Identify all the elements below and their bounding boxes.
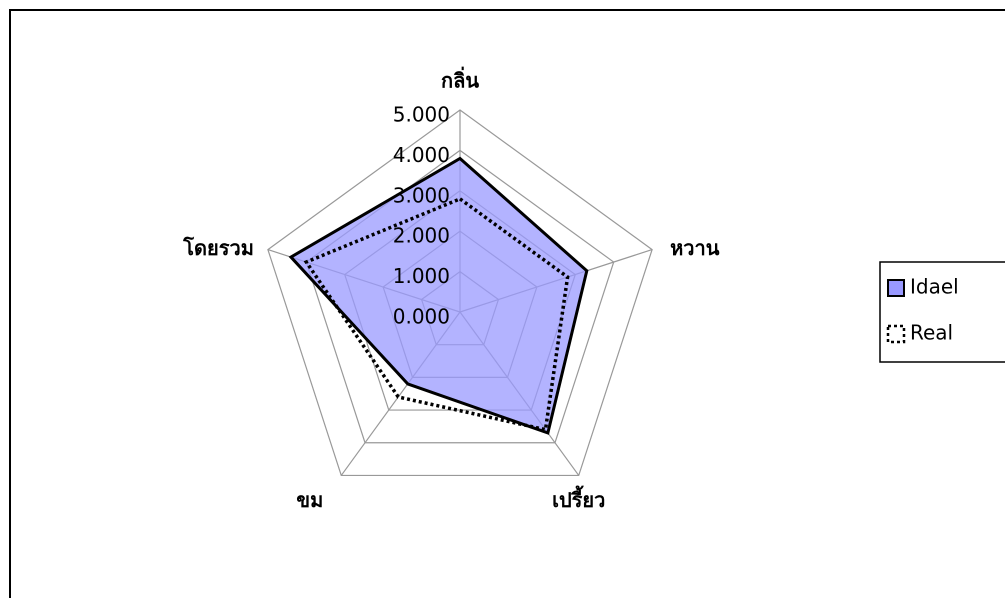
tick-label: 5.000 — [393, 103, 450, 127]
category-label: ขม — [296, 488, 323, 512]
legend-label: Real — [910, 321, 953, 345]
legend-label: Idael — [910, 275, 959, 299]
tick-label: 4.000 — [393, 143, 450, 167]
category-label: กลิ่น — [441, 66, 479, 93]
tick-label: 3.000 — [393, 183, 450, 207]
chart: 0.000 1.000 2.000 3.000 4.000 5.000 กลิ่นหวานเ… — [0, 0, 1005, 598]
category-label: เปรี้ยว — [552, 485, 605, 512]
legend-swatch — [888, 280, 904, 296]
tick-label: 0.000 — [393, 305, 450, 329]
category-label: โดยรวม — [182, 236, 254, 260]
tick-label: 1.000 — [393, 264, 450, 288]
category-label: หวาน — [670, 236, 720, 260]
tick-label: 2.000 — [393, 224, 450, 248]
